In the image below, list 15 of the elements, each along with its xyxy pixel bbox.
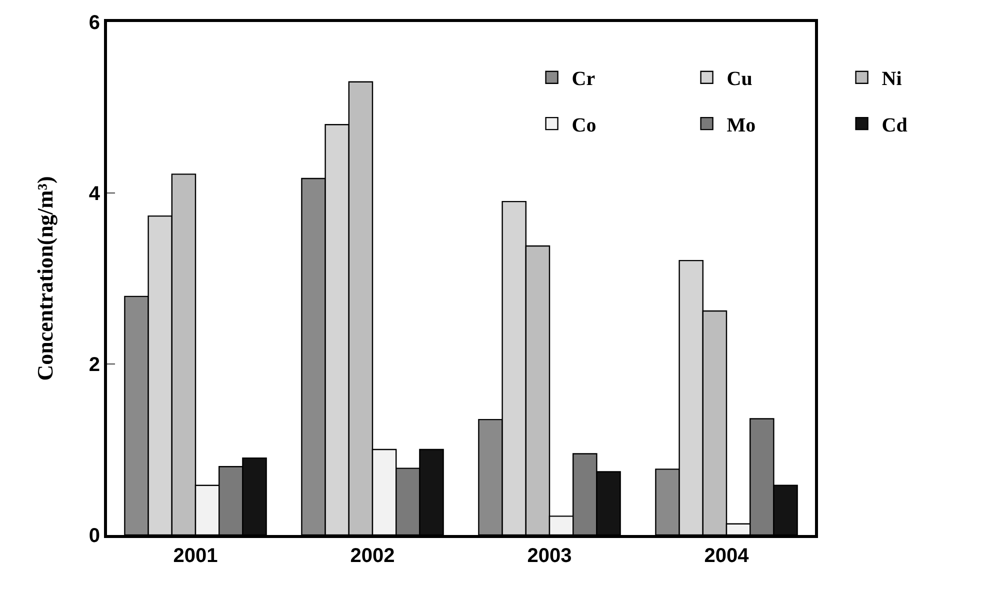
legend-label: Cr	[572, 68, 596, 90]
y-tick-label: 6	[88, 12, 100, 34]
y-tick-label: 2	[88, 354, 100, 376]
y-tick-label: 0	[88, 525, 100, 547]
x-tick-label: 2004	[704, 545, 750, 567]
legend-label: Co	[572, 114, 596, 136]
legend-label: Mo	[726, 114, 756, 136]
x-tick-label: 2003	[527, 545, 572, 567]
y-axis-title: Concentration(ng/m³)	[32, 176, 58, 381]
legend-label: Cd	[882, 114, 908, 136]
legend-label: Ni	[882, 68, 902, 90]
legend-label: Cu	[726, 68, 752, 90]
x-tick-label: 2002	[350, 545, 395, 567]
y-tick-label: 4	[88, 183, 101, 205]
x-tick-label: 2001	[173, 545, 218, 567]
